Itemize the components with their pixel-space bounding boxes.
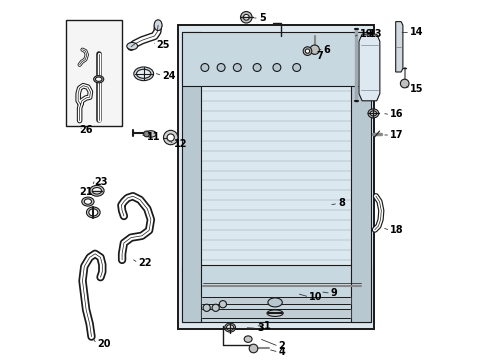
Bar xyxy=(350,32,370,322)
Circle shape xyxy=(305,49,309,53)
Text: 10: 10 xyxy=(309,292,322,302)
Text: 16: 16 xyxy=(389,109,403,120)
Text: 7: 7 xyxy=(316,51,323,61)
Ellipse shape xyxy=(369,111,376,116)
Ellipse shape xyxy=(267,298,282,307)
Ellipse shape xyxy=(81,197,94,206)
Ellipse shape xyxy=(224,323,235,332)
Ellipse shape xyxy=(266,310,283,316)
Ellipse shape xyxy=(126,42,137,50)
Bar xyxy=(181,265,370,322)
Text: 17: 17 xyxy=(389,130,403,140)
Bar xyxy=(181,32,201,322)
Circle shape xyxy=(400,79,408,88)
Circle shape xyxy=(249,344,257,353)
Text: 2: 2 xyxy=(278,341,285,351)
Circle shape xyxy=(217,64,224,72)
Text: 20: 20 xyxy=(97,339,110,349)
Ellipse shape xyxy=(226,325,233,330)
Bar xyxy=(181,32,370,86)
Circle shape xyxy=(272,64,280,72)
Ellipse shape xyxy=(244,336,251,342)
Circle shape xyxy=(143,131,149,137)
Bar xyxy=(66,20,122,126)
Circle shape xyxy=(167,134,174,141)
Text: 24: 24 xyxy=(162,71,176,81)
Text: 25: 25 xyxy=(156,40,170,50)
Ellipse shape xyxy=(92,188,102,194)
Ellipse shape xyxy=(95,77,102,81)
Ellipse shape xyxy=(89,185,104,196)
Ellipse shape xyxy=(134,67,153,81)
Ellipse shape xyxy=(136,69,151,78)
Text: 13: 13 xyxy=(368,29,382,39)
Circle shape xyxy=(201,64,208,72)
Ellipse shape xyxy=(89,209,98,216)
Polygon shape xyxy=(358,34,379,101)
Circle shape xyxy=(163,130,178,145)
Text: 23: 23 xyxy=(94,177,107,187)
Circle shape xyxy=(212,304,219,311)
Circle shape xyxy=(243,14,249,20)
Text: 11: 11 xyxy=(146,132,160,142)
Text: 8: 8 xyxy=(337,198,344,208)
Text: 14: 14 xyxy=(409,27,423,37)
Ellipse shape xyxy=(367,109,378,118)
Text: 18: 18 xyxy=(389,225,403,235)
Circle shape xyxy=(253,64,261,72)
Text: 26: 26 xyxy=(79,125,92,135)
Text: 3: 3 xyxy=(257,323,264,333)
Text: 12: 12 xyxy=(174,139,187,149)
Circle shape xyxy=(233,64,241,72)
Text: 9: 9 xyxy=(330,288,337,298)
Ellipse shape xyxy=(145,131,156,137)
Text: 1: 1 xyxy=(264,321,270,331)
Text: 15: 15 xyxy=(409,84,423,94)
Ellipse shape xyxy=(84,199,91,204)
Text: 21: 21 xyxy=(79,186,92,197)
Circle shape xyxy=(292,64,300,72)
Ellipse shape xyxy=(154,20,162,31)
Text: 4: 4 xyxy=(278,347,285,357)
Ellipse shape xyxy=(94,76,103,83)
Text: 6: 6 xyxy=(323,45,330,55)
Text: 19: 19 xyxy=(359,29,372,39)
Polygon shape xyxy=(395,22,402,72)
Circle shape xyxy=(203,304,210,311)
Bar xyxy=(178,25,373,329)
Circle shape xyxy=(240,12,251,23)
Text: 5: 5 xyxy=(258,13,265,23)
Bar xyxy=(201,86,350,265)
Ellipse shape xyxy=(86,207,100,218)
Circle shape xyxy=(219,301,226,308)
Circle shape xyxy=(303,47,311,55)
Text: 22: 22 xyxy=(138,258,151,268)
Circle shape xyxy=(309,45,319,54)
